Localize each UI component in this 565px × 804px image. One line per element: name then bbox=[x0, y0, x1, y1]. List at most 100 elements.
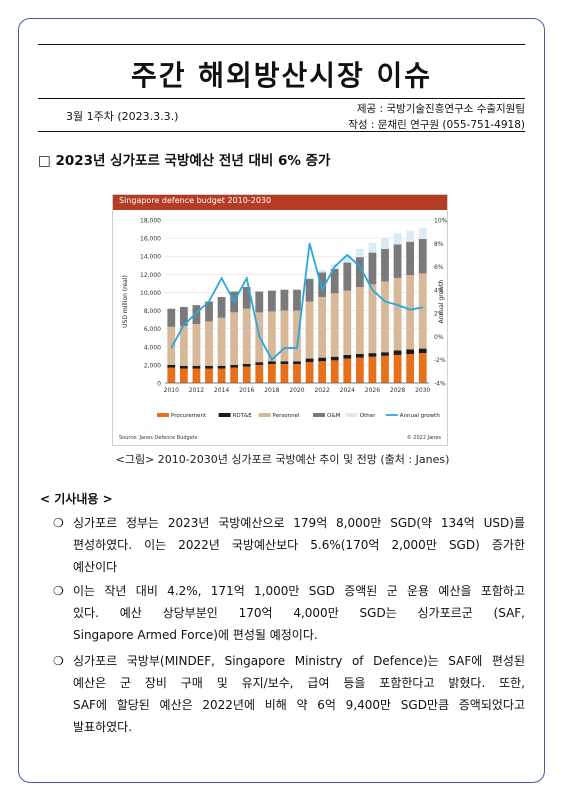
x-tick-label: 2014 bbox=[214, 387, 229, 394]
bullet-icon: ❍ bbox=[53, 584, 64, 598]
bar-other bbox=[343, 256, 352, 263]
bar-procurement bbox=[205, 368, 213, 383]
paragraph-line: 예산이다 bbox=[73, 560, 118, 574]
x-tick-label: 2016 bbox=[239, 387, 254, 394]
bar-rdte bbox=[330, 356, 339, 361]
bar-rdte bbox=[343, 354, 352, 359]
bar-personnel bbox=[418, 273, 427, 349]
figure-caption: <그림> 2010-2030년 싱가포르 국방예산 추이 및 전망 (출처 : … bbox=[115, 453, 450, 466]
bar-other bbox=[418, 228, 427, 240]
y2-tick-label: -2% bbox=[434, 357, 446, 364]
paragraph-line: Singapore Armed Force)에 편성될 예정이다. bbox=[73, 628, 318, 642]
article-headline: □ 2023년 싱가포르 국방예산 전년 대비 6% 증가 bbox=[38, 153, 331, 169]
legend-label: RDT&E bbox=[233, 413, 253, 419]
x-tick-label: 2030 bbox=[415, 387, 430, 394]
bar-personnel bbox=[368, 284, 377, 354]
bar-procurement bbox=[418, 353, 427, 383]
bar-procurement bbox=[230, 367, 239, 383]
x-tick-label: 2028 bbox=[390, 387, 405, 394]
bar-procurement bbox=[368, 356, 377, 383]
bar-om bbox=[406, 241, 415, 276]
bar-personnel bbox=[381, 281, 389, 353]
title-top-rule bbox=[38, 44, 525, 45]
y-tick-label: 14,000 bbox=[140, 254, 161, 261]
bar-rdte bbox=[280, 361, 289, 364]
bar-om bbox=[217, 296, 226, 318]
bar-om bbox=[355, 257, 364, 288]
bar-personnel bbox=[230, 312, 239, 365]
bar-rdte bbox=[217, 365, 226, 369]
bar-om bbox=[418, 239, 427, 274]
bar-personnel bbox=[267, 311, 276, 362]
y2-axis-title: Annual growth bbox=[438, 279, 445, 323]
paragraph-line: 편성하였다. 이는 2022년 국방예산보다 5.6%(170억 2,000만 … bbox=[73, 538, 525, 552]
bar-rdte bbox=[406, 349, 415, 355]
page-title: 주간 해외방산시장 이슈 bbox=[130, 59, 433, 92]
bar-rdte bbox=[318, 357, 327, 362]
bar-rdte bbox=[167, 364, 176, 368]
bar-personnel bbox=[167, 326, 176, 365]
x-tick-label: 2024 bbox=[340, 387, 355, 394]
bar-personnel bbox=[318, 296, 327, 358]
bar-rdte bbox=[255, 362, 264, 365]
title-bottom-rule bbox=[38, 98, 525, 99]
bar-personnel bbox=[355, 287, 364, 355]
legend-swatch bbox=[258, 413, 271, 417]
growth-line bbox=[170, 243, 423, 362]
y2-tick-label: 6% bbox=[434, 264, 444, 271]
bar-procurement bbox=[393, 354, 402, 383]
bar-personnel bbox=[343, 290, 352, 355]
bar-om bbox=[305, 278, 314, 302]
issue-week: 3월 1주차 (2023.3.3.) bbox=[66, 110, 179, 123]
y2-tick-label: 10% bbox=[434, 218, 447, 225]
bar-om bbox=[393, 244, 402, 278]
bar-procurement bbox=[167, 367, 176, 383]
bar-rdte bbox=[267, 361, 276, 364]
y-tick-label: 12,000 bbox=[140, 272, 161, 279]
article-paragraph: 싱가포르 국방부(MINDEF, Singapore Ministry of D… bbox=[73, 650, 525, 738]
legend-label: Personnel bbox=[273, 413, 300, 419]
bar-om bbox=[330, 268, 339, 294]
bar-other bbox=[381, 238, 389, 249]
bar-personnel bbox=[217, 317, 226, 366]
bar-other bbox=[355, 248, 364, 258]
chart-svg: 0 2,000 4,000 6,000 8,000 10,000 12,000 14,000 1… bbox=[119, 218, 447, 442]
bullet-icon: ❍ bbox=[53, 516, 64, 530]
bar-rdte bbox=[368, 353, 377, 357]
bar-other bbox=[368, 242, 377, 253]
bar-procurement bbox=[280, 363, 289, 383]
author-rule bbox=[38, 131, 525, 132]
paragraph-line: 싱가포르 정부는 2023년 국방예산으로 179억 8,000만 SGD(약 … bbox=[73, 516, 525, 530]
x-tick-label: 2020 bbox=[289, 387, 304, 394]
bar-om bbox=[242, 287, 251, 309]
paragraph-line: 싱가포르 국방부(MINDEF, Singapore Ministry of D… bbox=[73, 654, 525, 668]
bar-rdte bbox=[293, 361, 301, 364]
bar-rdte bbox=[230, 364, 239, 368]
bar-om bbox=[381, 248, 389, 282]
bar-om bbox=[192, 305, 201, 325]
bar-om bbox=[205, 301, 213, 322]
bar-rdte bbox=[205, 365, 213, 369]
y-tick-label: 2,000 bbox=[144, 362, 161, 369]
bar-procurement bbox=[242, 366, 251, 383]
bar-procurement bbox=[406, 354, 415, 383]
legend-label: Procurement bbox=[171, 413, 207, 419]
legend-swatch bbox=[345, 413, 358, 417]
x-tick-label: 2018 bbox=[264, 387, 279, 394]
bar-other bbox=[305, 277, 314, 279]
y-axis-title: USD million (real) bbox=[122, 275, 129, 328]
x-tick-label: 2026 bbox=[365, 387, 380, 394]
legend-swatch bbox=[218, 413, 231, 417]
bar-om bbox=[267, 290, 276, 312]
x-tick-label: 2022 bbox=[315, 387, 330, 394]
y-tick-label: 18,000 bbox=[140, 218, 161, 225]
chart-copyright: © 2022 Janes bbox=[407, 434, 442, 441]
bar-om bbox=[255, 291, 264, 313]
bullet-icon: ❍ bbox=[53, 654, 64, 668]
bar-procurement bbox=[255, 364, 264, 383]
bar-procurement bbox=[318, 361, 327, 383]
y2-tick-label: 8% bbox=[434, 241, 444, 248]
bar-procurement bbox=[343, 358, 352, 383]
bar-procurement bbox=[355, 357, 364, 383]
bar-procurement bbox=[217, 368, 226, 383]
